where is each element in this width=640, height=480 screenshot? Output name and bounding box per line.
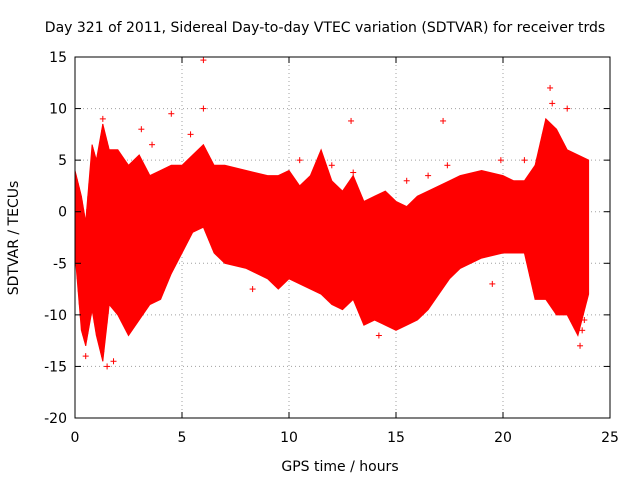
x-tick-label: 25 xyxy=(601,430,619,446)
plot-frame xyxy=(74,56,611,419)
y-tick-label: 0 xyxy=(58,205,67,221)
y-tick-label: -10 xyxy=(44,308,67,324)
x-tick-label: 10 xyxy=(280,430,298,446)
y-tick-label: -20 xyxy=(44,411,67,427)
x-tick-label: 20 xyxy=(494,430,512,446)
axes: 0 5 10 15 20 25 -20 -15 -10 -5 0 5 10 15 xyxy=(44,50,619,446)
x-axis-label: GPS time / hours xyxy=(281,459,398,475)
x-tick-label: 5 xyxy=(178,430,187,446)
y-axis-label: SDTVAR / TECUs xyxy=(6,181,22,296)
y-tick-label: 10 xyxy=(49,102,67,118)
y-tick-label: -15 xyxy=(44,359,67,375)
x-tick-label: 0 xyxy=(71,430,80,446)
y-tick-label: -5 xyxy=(53,256,67,272)
y-tick-label: 5 xyxy=(58,153,67,169)
chart-title: Day 321 of 2011, Sidereal Day-to-day VTE… xyxy=(45,20,605,36)
y-tick-label: 15 xyxy=(49,50,67,66)
x-tick-label: 15 xyxy=(387,430,405,446)
plot-area xyxy=(74,57,590,370)
